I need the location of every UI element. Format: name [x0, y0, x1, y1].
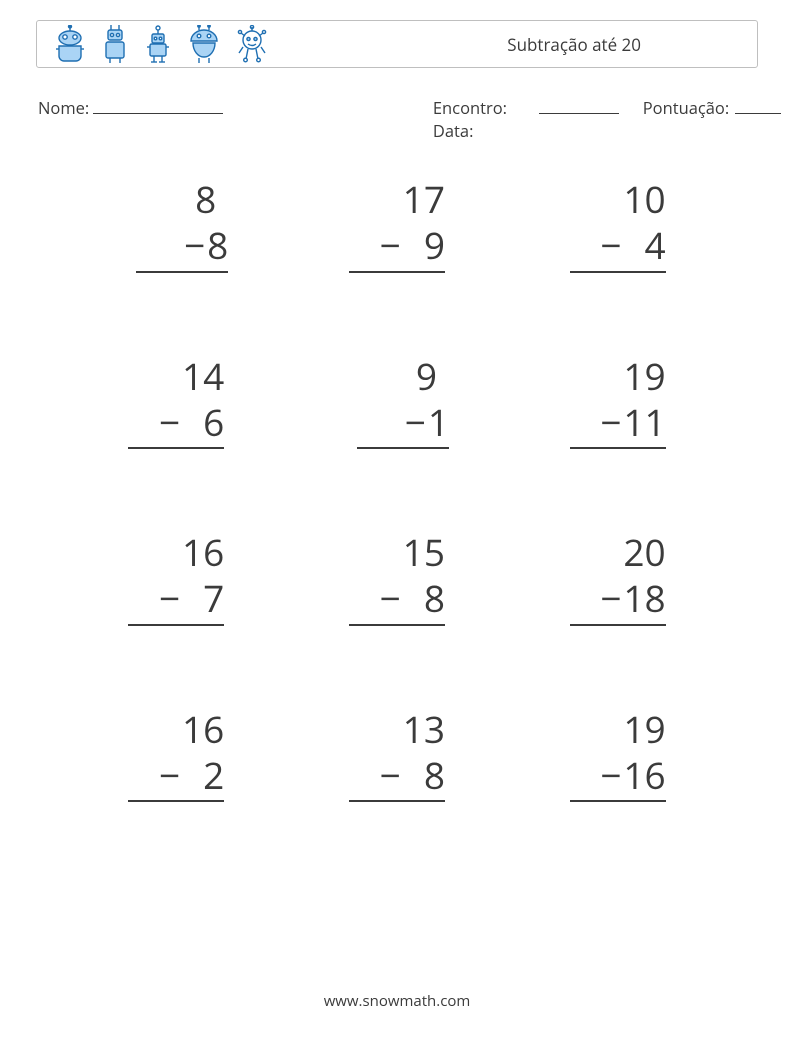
problem: 13− 8: [287, 706, 508, 803]
problem: 9−1: [287, 353, 508, 450]
minuend: 10: [570, 176, 666, 222]
minus-sign: −: [159, 752, 180, 798]
score-blank: [735, 97, 781, 115]
minus-sign: −: [405, 399, 426, 445]
minuend: 13: [349, 706, 445, 752]
problem: 16− 7: [66, 529, 287, 626]
robot-icon: [187, 25, 221, 63]
subtrahend: 18: [623, 575, 665, 621]
footer-url: www.snowmath.com: [0, 991, 794, 1011]
subtrahend: 8: [403, 575, 445, 621]
minus-sign: −: [159, 399, 180, 445]
subtrahend: 8: [207, 222, 228, 268]
name-blank: [93, 97, 223, 115]
minuend: 9: [357, 353, 437, 399]
date-label: Encontro: Data:: [433, 96, 533, 142]
minuend: 15: [349, 529, 445, 575]
meta-row: Nome: Encontro: Data: Pontuação:: [36, 96, 758, 142]
score-label: Pontuação:: [643, 96, 729, 119]
minuend: 20: [570, 529, 666, 575]
subtrahend: 11: [623, 399, 665, 445]
robot-icon: [143, 25, 173, 63]
robot-icon: [101, 25, 129, 63]
problem: 19−11: [507, 353, 728, 450]
minus-sign: −: [380, 222, 401, 268]
robot-icon: [53, 25, 87, 63]
minuend: 14: [128, 353, 224, 399]
minus-sign: −: [184, 222, 205, 268]
problem: 10− 4: [507, 176, 728, 273]
name-label: Nome:: [38, 96, 89, 119]
robot-icon: [235, 25, 269, 63]
date-blank: [539, 97, 619, 115]
subtrahend: 1: [428, 399, 449, 445]
minuend: 16: [128, 529, 224, 575]
minus-sign: −: [380, 752, 401, 798]
problem: 16− 2: [66, 706, 287, 803]
subtrahend: 16: [623, 752, 665, 798]
problems-grid: 8−817− 910− 414− 69−119−1116− 715− 820−1…: [36, 176, 758, 802]
minus-sign: −: [159, 575, 180, 621]
minus-sign: −: [600, 399, 621, 445]
problem: 8−8: [66, 176, 287, 273]
subtrahend: 8: [403, 752, 445, 798]
subtrahend: 6: [182, 399, 224, 445]
problem: 14− 6: [66, 353, 287, 450]
subtrahend: 2: [182, 752, 224, 798]
robot-icons: [53, 25, 269, 63]
minus-sign: −: [380, 575, 401, 621]
problem: 20−18: [507, 529, 728, 626]
problem: 15− 8: [287, 529, 508, 626]
minus-sign: −: [600, 575, 621, 621]
minuend: 8: [136, 176, 216, 222]
worksheet-header: Subtração até 20: [36, 20, 758, 68]
subtrahend: 9: [403, 222, 445, 268]
minus-sign: −: [600, 222, 621, 268]
minuend: 19: [570, 353, 666, 399]
worksheet-title: Subtração até 20: [507, 33, 741, 56]
minuend: 16: [128, 706, 224, 752]
minuend: 17: [349, 176, 445, 222]
minus-sign: −: [600, 752, 621, 798]
subtrahend: 7: [182, 575, 224, 621]
problem: 19−16: [507, 706, 728, 803]
subtrahend: 4: [623, 222, 665, 268]
minuend: 19: [570, 706, 666, 752]
problem: 17− 9: [287, 176, 508, 273]
